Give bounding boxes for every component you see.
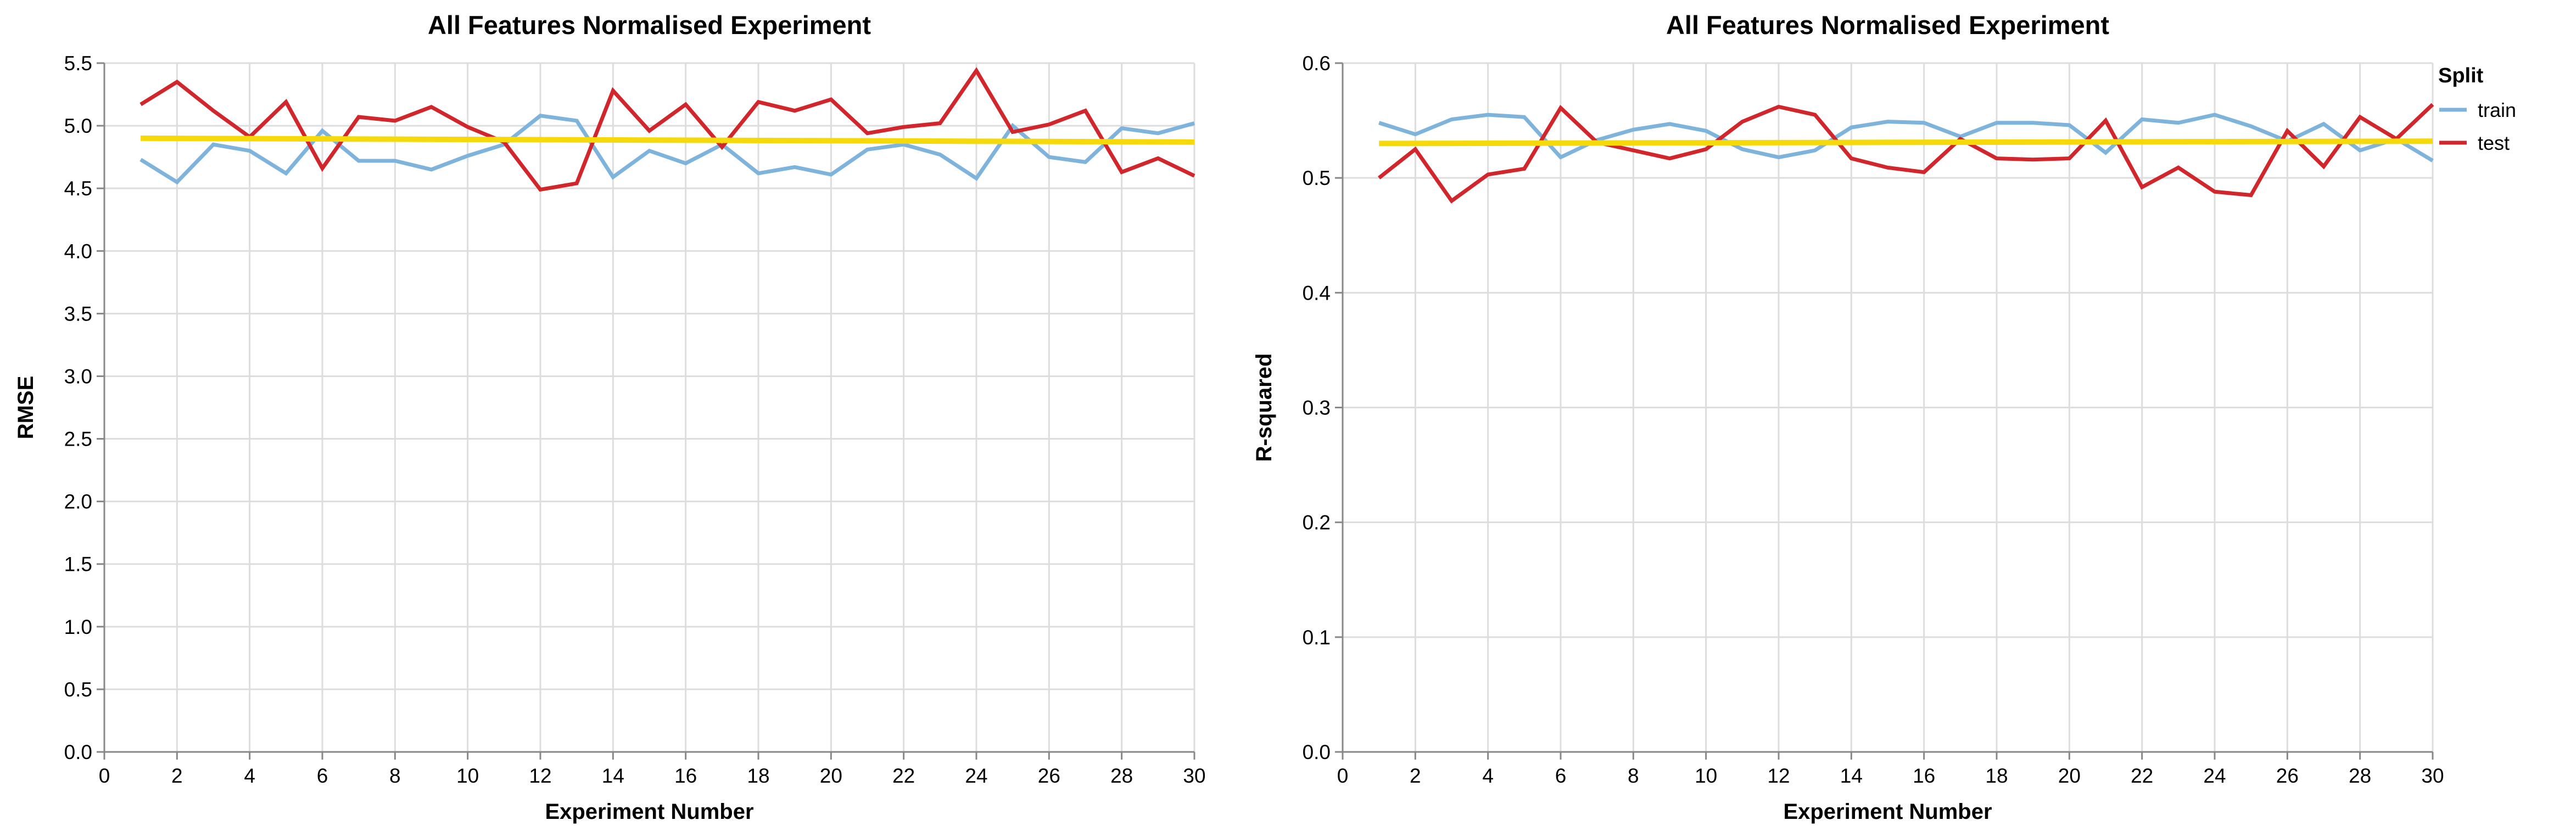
chart-0-y-axis-title: RMSE xyxy=(14,376,38,440)
r-squared-chart: 0.00.10.20.30.40.50.60 2 4 6 8 10 12 14 16 18 20 22… xyxy=(1252,10,2444,824)
chart-1-xtick-label-14: 28 xyxy=(2349,765,2371,787)
chart-1-xtick-label-9: 18 xyxy=(1985,765,2008,787)
chart-0-ytick-label-3: 1.5 xyxy=(64,553,92,576)
chart-0-ytick-label-11: 5.5 xyxy=(64,52,92,75)
chart-1-xtick-label-3: 6 xyxy=(1555,765,1567,787)
legend-title: Split xyxy=(2438,64,2484,87)
chart-1-ytick-label-3: 0.3 xyxy=(1303,397,1331,419)
chart-0-xtick-label-14: 28 xyxy=(1110,765,1133,787)
chart-0-xtick-label-7: 14 xyxy=(602,765,624,787)
chart-1-xtick-label-6: 12 xyxy=(1767,765,1790,787)
chart-0-xtick-label-12: 24 xyxy=(965,765,987,787)
chart-0-xtick-label-3: 6 xyxy=(317,765,328,787)
chart-0-xtick-label-13: 26 xyxy=(1038,765,1060,787)
chart-0-xtick-label-11: 22 xyxy=(892,765,915,787)
chart-1-series-train xyxy=(1378,113,2434,162)
chart-0-xtick-label-10: 20 xyxy=(820,765,842,787)
chart-1-x-axis-title: Experiment Number xyxy=(1783,800,1992,824)
chart-0-ytick-label-6: 3.0 xyxy=(64,365,92,387)
chart-0-xtick-label-9: 18 xyxy=(747,765,769,787)
chart-1-title: All Features Normalised Experiment xyxy=(1666,10,2109,40)
chart-0-ytick-label-10: 5.0 xyxy=(64,115,92,137)
legend: Split train test xyxy=(2438,64,2516,154)
chart-0-ytick-label-0: 0.0 xyxy=(64,741,92,763)
chart-0-ytick-label-5: 2.5 xyxy=(64,428,92,451)
chart-1-xtick-label-11: 22 xyxy=(2131,765,2153,787)
chart-0-xtick-label-8: 16 xyxy=(674,765,697,787)
chart-0-ytick-label-7: 3.5 xyxy=(64,302,92,325)
chart-0-ytick-label-4: 2.0 xyxy=(64,491,92,513)
chart-1-series-test xyxy=(1377,103,2434,204)
chart-1-ytick-label-1: 0.1 xyxy=(1303,626,1331,649)
chart-0-xtick-label-15: 30 xyxy=(1183,765,1205,787)
chart-0-ytick-label-8: 4.0 xyxy=(64,240,92,262)
chart-1-xtick-label-8: 16 xyxy=(1913,765,1935,787)
legend-label-train: train xyxy=(2478,99,2516,121)
rmse-chart: 0.00.51.01.52.02.53.03.54.04.55.05.50 2 4 6… xyxy=(14,10,1206,824)
chart-1-ytick-label-2: 0.2 xyxy=(1303,512,1331,534)
chart-1-ytick-label-0: 0.0 xyxy=(1303,741,1331,763)
chart-1-ytick-label-5: 0.5 xyxy=(1303,167,1331,189)
legend-label-test: test xyxy=(2478,132,2510,154)
chart-0-title: All Features Normalised Experiment xyxy=(428,10,871,40)
chart-0-series-test xyxy=(139,67,1195,192)
chart-1-xtick-label-13: 26 xyxy=(2276,765,2299,787)
chart-1-ytick-label-4: 0.4 xyxy=(1303,282,1331,304)
chart-1-xtick-label-5: 10 xyxy=(1695,765,1717,787)
chart-0-xtick-label-6: 12 xyxy=(529,765,551,787)
chart-0-xtick-label-0: 0 xyxy=(99,765,110,787)
chart-0-xtick-label-4: 8 xyxy=(389,765,401,787)
chart-0-ytick-label-1: 0.5 xyxy=(64,678,92,701)
chart-1-xtick-label-0: 0 xyxy=(1337,765,1349,787)
chart-0-ytick-label-2: 1.0 xyxy=(64,616,92,638)
chart-1-xtick-label-1: 2 xyxy=(1410,765,1421,787)
chart-1-xtick-label-7: 14 xyxy=(1840,765,1863,787)
chart-1-trend-line xyxy=(1379,138,2433,147)
chart-1-ytick-label-6: 0.6 xyxy=(1303,52,1331,75)
chart-0-xtick-label-1: 2 xyxy=(171,765,183,787)
chart-1-xtick-label-4: 8 xyxy=(1628,765,1639,787)
chart-0-ytick-label-9: 4.5 xyxy=(64,177,92,200)
chart-0-x-axis-title: Experiment Number xyxy=(545,800,753,824)
chart-1-xtick-label-12: 24 xyxy=(2203,765,2226,787)
chart-0-xtick-label-5: 10 xyxy=(456,765,479,787)
chart-0-xtick-label-2: 4 xyxy=(244,765,255,787)
chart-0-trend-line xyxy=(141,135,1195,145)
chart-1-y-axis-title: R-squared xyxy=(1252,353,1276,462)
chart-1-xtick-label-2: 4 xyxy=(1482,765,1494,787)
chart-1-xtick-label-10: 20 xyxy=(2058,765,2081,787)
chart-1-xtick-label-15: 30 xyxy=(2421,765,2444,787)
